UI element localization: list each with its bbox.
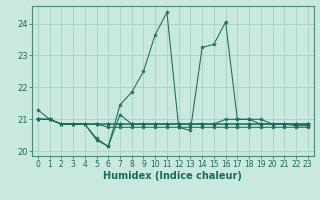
X-axis label: Humidex (Indice chaleur): Humidex (Indice chaleur) bbox=[103, 171, 242, 181]
